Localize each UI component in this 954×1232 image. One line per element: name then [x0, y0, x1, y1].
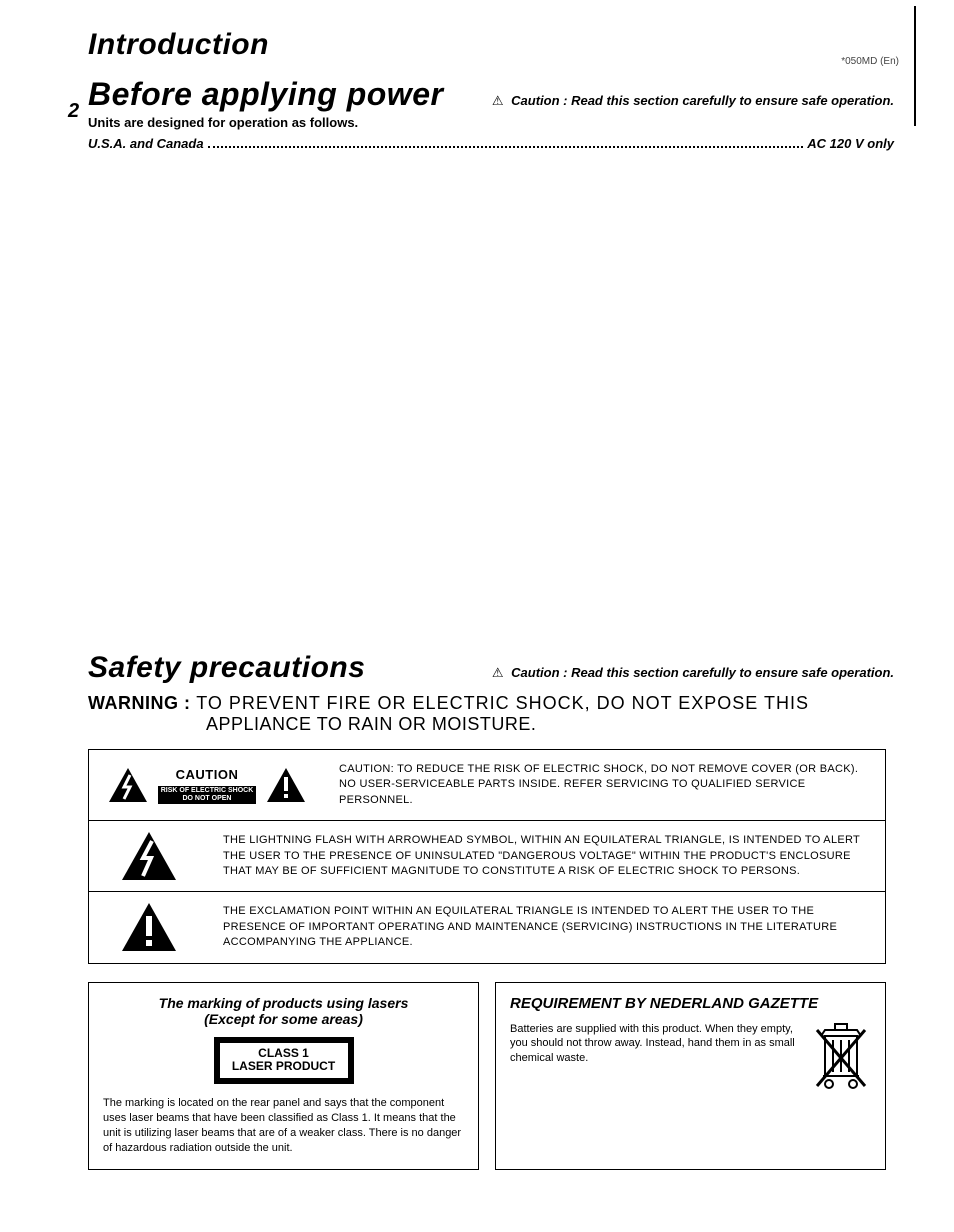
voltage-spec-row: U.S.A. and Canada AC 120 V only — [88, 136, 894, 151]
bottom-panels: The marking of products using lasers (Ex… — [88, 982, 886, 1171]
caution-note-top: ⚠ Caution : Read this section carefully … — [492, 93, 894, 109]
laser-label-line-1: CLASS 1 — [258, 1046, 309, 1060]
requirement-body-row: Batteries are supplied with this product… — [510, 1022, 871, 1092]
safety-heading-row: Safety precautions ⚠ Caution : Read this… — [80, 651, 894, 685]
margin-rule — [914, 6, 916, 126]
heading-before-power: Before applying power — [88, 76, 443, 113]
document-code: *050MD (En) — [841, 56, 899, 67]
laser-title-line-1: The marking of products using lasers — [159, 995, 409, 1011]
caution-badge-title: CAUTION — [176, 767, 239, 782]
caution-badge: CAUTION RISK OF ELECTRIC SHOCK DO NOT OP… — [108, 766, 307, 804]
safety-symbol-table: CAUTION RISK OF ELECTRIC SHOCK DO NOT OP… — [88, 749, 886, 964]
heading-safety: Safety precautions — [88, 651, 365, 685]
caution-text: Caution : Read this section carefully to… — [511, 665, 894, 680]
table-row: CAUTION RISK OF ELECTRIC SHOCK DO NOT OP… — [89, 750, 885, 820]
before-power-row: Before applying power ⚠ Caution : Read t… — [80, 76, 894, 113]
lightning-bolt-triangle-icon — [121, 831, 177, 881]
warning-triangle-icon: ⚠ — [492, 665, 504, 680]
laser-label-line-2: LASER PRODUCT — [232, 1059, 335, 1073]
symbol-cell — [89, 821, 209, 891]
symbol-desc-cell: THE EXCLAMATION POINT WITHIN AN EQUILATE… — [209, 892, 885, 962]
laser-panel-body: The marking is located on the rear panel… — [103, 1096, 464, 1155]
table-row: THE LIGHTNING FLASH WITH ARROWHEAD SYMBO… — [89, 820, 885, 891]
heading-introduction: Introduction — [88, 28, 894, 62]
requirement-panel-body: Batteries are supplied with this product… — [510, 1022, 797, 1067]
designed-for-line: Units are designed for operation as foll… — [88, 115, 894, 130]
dotted-leader — [208, 146, 804, 148]
exclamation-triangle-icon — [266, 767, 306, 803]
lightning-bolt-triangle-icon — [108, 767, 148, 803]
requirement-panel-title: REQUIREMENT BY NEDERLAND GAZETTE — [510, 995, 871, 1012]
voltage-region-label: U.S.A. and Canada — [88, 136, 204, 151]
caution-text: Caution : Read this section carefully to… — [511, 93, 894, 108]
exclamation-triangle-icon — [121, 902, 177, 952]
caution-badge-text: CAUTION RISK OF ELECTRIC SHOCK DO NOT OP… — [158, 766, 257, 804]
voltage-value: AC 120 V only — [807, 136, 894, 151]
warning-triangle-icon: ⚠ — [492, 93, 504, 108]
caution-text-cell: CAUTION: TO REDUCE THE RISK OF ELECTRIC … — [325, 750, 885, 820]
laser-class-label: CLASS 1 LASER PRODUCT — [214, 1037, 354, 1085]
warning-paragraph: WARNING : TO PREVENT FIRE OR ELECTRIC SH… — [88, 693, 894, 735]
caution-badge-sub1: RISK OF ELECTRIC SHOCK — [158, 786, 257, 796]
laser-panel-title: The marking of products using lasers (Ex… — [103, 995, 464, 1027]
warning-line-2: APPLIANCE TO RAIN OR MOISTURE. — [206, 714, 894, 735]
caution-badge-cell: CAUTION RISK OF ELECTRIC SHOCK DO NOT OP… — [89, 750, 325, 820]
caution-badge-sub2: DO NOT OPEN — [158, 795, 257, 804]
laser-panel: The marking of products using lasers (Ex… — [88, 982, 479, 1171]
safety-section: Safety precautions ⚠ Caution : Read this… — [80, 651, 894, 1170]
warning-label: WARNING : — [88, 693, 191, 713]
crossed-out-bin-icon — [811, 1022, 871, 1092]
symbol-cell — [89, 892, 209, 962]
page-number: 2 — [68, 100, 79, 123]
requirement-panel: REQUIREMENT BY NEDERLAND GAZETTE Batteri… — [495, 982, 886, 1171]
laser-title-line-2: (Except for some areas) — [204, 1011, 363, 1027]
caution-note-safety: ⚠ Caution : Read this section carefully … — [492, 665, 894, 681]
document-page: *050MD (En) Introduction Before applying… — [0, 0, 954, 1232]
warning-line-1: TO PREVENT FIRE OR ELECTRIC SHOCK, DO NO… — [196, 693, 809, 713]
symbol-desc-cell: THE LIGHTNING FLASH WITH ARROWHEAD SYMBO… — [209, 821, 885, 891]
table-row: THE EXCLAMATION POINT WITHIN AN EQUILATE… — [89, 891, 885, 962]
